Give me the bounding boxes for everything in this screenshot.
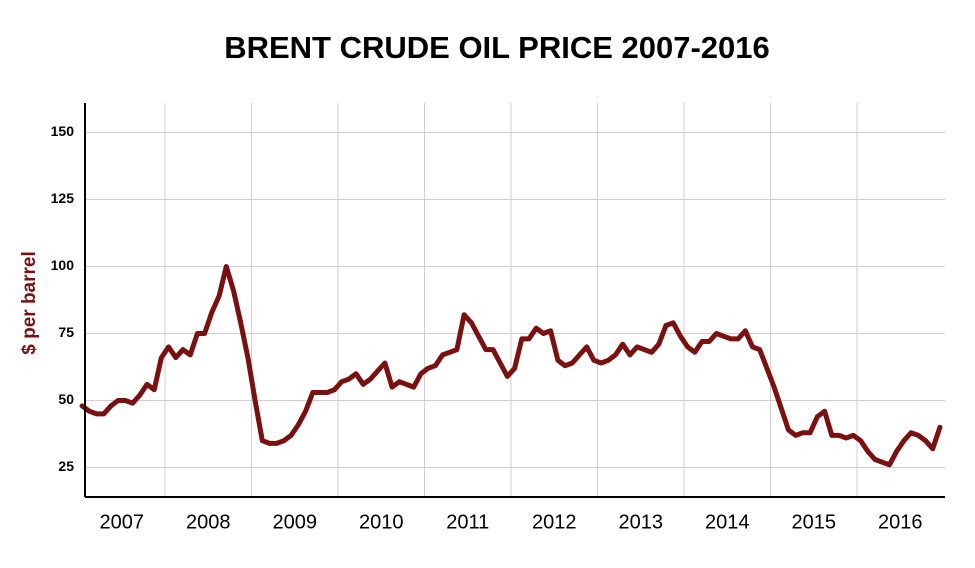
y-axis-label: $ per barrel xyxy=(19,251,40,355)
price-line xyxy=(79,264,943,468)
y-tick-label: 50 xyxy=(58,391,74,407)
x-tick-label: 2008 xyxy=(186,511,231,533)
x-tick-label: 2015 xyxy=(792,511,837,533)
x-tick-label: 2010 xyxy=(359,511,404,533)
y-tick-label: 100 xyxy=(51,257,75,273)
x-tick-label: 2012 xyxy=(532,511,577,533)
x-tick-label: 2007 xyxy=(100,511,145,533)
x-tick-label: 2014 xyxy=(705,511,750,533)
y-tick-label: 125 xyxy=(51,190,75,206)
y-tick-label: 75 xyxy=(58,324,74,340)
x-tick-label: 2011 xyxy=(446,511,489,533)
plot xyxy=(79,264,943,468)
x-tick-label: 2016 xyxy=(878,511,923,533)
chart-title: BRENT CRUDE OIL PRICE 2007-2016 xyxy=(224,30,770,65)
grid xyxy=(85,103,945,497)
y-tick-label: 25 xyxy=(58,458,74,474)
x-tick-label: 2009 xyxy=(273,511,318,533)
y-tick-label: 150 xyxy=(51,123,75,139)
x-tick-label: 2013 xyxy=(619,511,664,533)
